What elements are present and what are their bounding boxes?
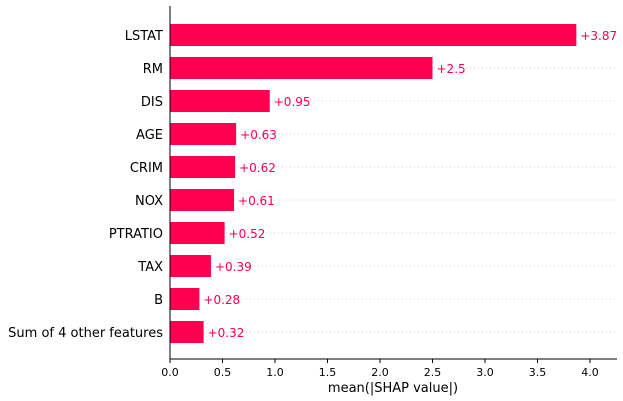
- x-tick-label: 0.5: [214, 366, 232, 379]
- category-label: B: [154, 293, 163, 308]
- axis-layer: 0.0 0.5 1.0 1.5 2.0 2.5 3.0 3.5 4.0: [161, 6, 617, 379]
- data-label: +2.5: [437, 62, 466, 76]
- bar-layer: [170, 24, 577, 343]
- bar-rm: [170, 57, 433, 79]
- bar-tax: [170, 255, 211, 277]
- data-label: +0.95: [274, 95, 311, 109]
- data-label: +0.52: [229, 227, 266, 241]
- data-label: +3.87: [580, 29, 617, 43]
- bar-crim: [170, 156, 236, 178]
- x-tick-label: 3.5: [529, 366, 547, 379]
- category-label: CRIM: [130, 161, 163, 176]
- grid-layer: [170, 34, 617, 333]
- category-label: PTRATIO: [109, 227, 163, 242]
- x-tick-label: 4.0: [581, 366, 599, 379]
- x-axis-title: mean(|SHAP value|): [328, 381, 458, 396]
- value-label-layer: +3.87 +2.5 +0.95 +0.63 +0.62 +0.61 +0.52 +0.39 +…: [203, 29, 617, 340]
- data-label: +0.32: [208, 326, 245, 340]
- bar-b: [170, 288, 200, 310]
- data-label: +0.39: [215, 260, 252, 274]
- bar-lstat: [170, 24, 577, 46]
- category-label: Sum of 4 other features: [8, 326, 163, 341]
- data-label: +0.61: [238, 194, 275, 208]
- category-label-layer: LSTAT RM DIS AGE CRIM NOX PTRATIO TAX B Sum of 4 …: [8, 29, 163, 341]
- bar-dis: [170, 90, 270, 112]
- category-label: RM: [143, 62, 163, 77]
- category-label: LSTAT: [125, 29, 163, 44]
- bar-age: [170, 123, 237, 145]
- bar-sum-of-4-other-features: [170, 321, 204, 343]
- category-label: DIS: [141, 95, 163, 110]
- data-label: +0.28: [203, 293, 240, 307]
- x-tick-label: 1.0: [266, 366, 284, 379]
- x-tick-label: 1.5: [319, 366, 337, 379]
- bar-ptratio: [170, 222, 225, 244]
- x-tick-label: 3.0: [476, 366, 494, 379]
- category-label: AGE: [136, 128, 163, 143]
- data-label: +0.63: [240, 128, 277, 142]
- category-label: NOX: [135, 194, 163, 209]
- data-label: +0.62: [239, 161, 276, 175]
- x-tick-label: 2.0: [371, 366, 389, 379]
- x-tick-label: 0.0: [161, 366, 179, 379]
- bar-nox: [170, 189, 235, 211]
- category-label: TAX: [137, 260, 163, 275]
- x-tick-label: 2.5: [424, 366, 442, 379]
